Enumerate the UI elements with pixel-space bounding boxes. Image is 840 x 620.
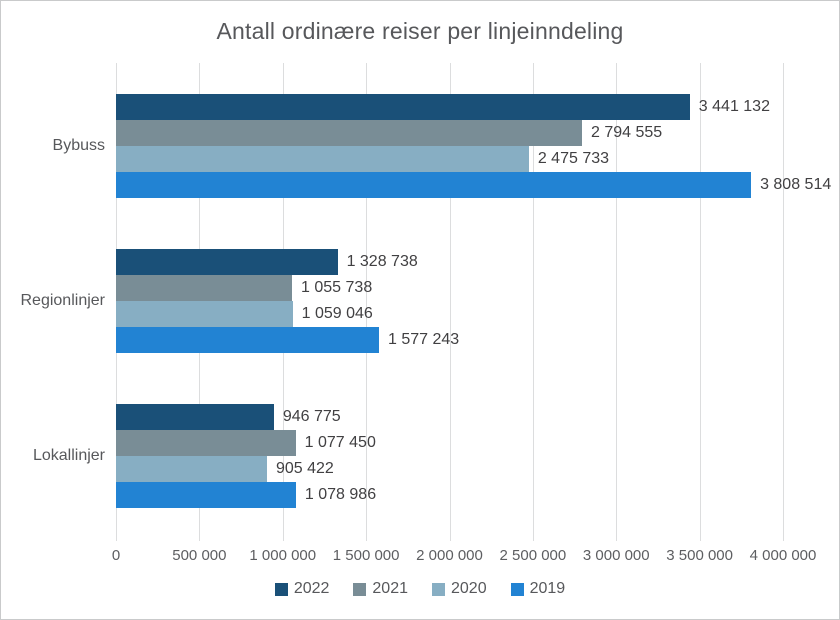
legend-label: 2019 [529, 580, 566, 597]
category-label: Lokallinjer [32, 447, 105, 464]
gridline [366, 63, 368, 541]
bar-2020-lokallinjer [116, 456, 267, 482]
bar-row: 1 577 243 [116, 327, 783, 353]
chart-title: Antall ordinære reiser per linjeinndelin… [216, 18, 624, 44]
plot-area: Bybuss 3 441 132 2 794 555 2 475 733 3 808 5… [21, 63, 831, 541]
bar-row: 1 078 986 [116, 482, 783, 508]
category-label: Bybuss [52, 137, 105, 154]
bar-row: 1 328 738 [116, 249, 783, 275]
bar-row: 2 794 555 [116, 120, 783, 146]
bar-value-label: 2 475 733 [537, 150, 610, 167]
category-label: Regionlinjer [20, 292, 106, 309]
x-tick-label: 3 000 000 [582, 547, 650, 564]
bar-row: 1 059 046 [116, 301, 783, 327]
x-tick-label: 1 500 000 [332, 547, 400, 564]
legend-label: 2021 [372, 580, 408, 597]
bar-row: 1 077 450 [116, 430, 783, 456]
bar-value-label: 905 422 [275, 460, 334, 477]
bar-value-label: 3 441 132 [698, 98, 770, 115]
bar-value-label: 1 328 738 [346, 253, 418, 270]
bar-value-label: 1 577 243 [388, 331, 460, 348]
x-tick-label: 4 000 000 [749, 547, 817, 564]
bar-2022-bybuss [116, 94, 690, 120]
bar-value-label: 1 059 046 [301, 305, 373, 322]
x-tick-label: 3 500 000 [666, 547, 733, 564]
gridline [783, 63, 784, 541]
bar-2020-regionlinjer [116, 301, 293, 327]
gridline [449, 63, 451, 541]
bar-value-label: 946 775 [282, 408, 341, 425]
gridline [616, 63, 618, 541]
bar-row: 946 775 [116, 404, 783, 430]
x-tick-label: 2 500 000 [499, 547, 567, 564]
bar-value-label: 3 808 514 [760, 176, 832, 193]
bar-2022-regionlinjer [116, 249, 338, 275]
bar-2022-lokallinjer [116, 404, 274, 430]
x-tick-label: 500 000 [172, 547, 227, 564]
legend: 2022 2021 2020 2019 [1, 580, 839, 598]
gridline [699, 63, 701, 541]
bar-group-bybuss: Bybuss 3 441 132 2 794 555 2 475 733 3 808 5… [53, 94, 831, 198]
bar-2020-bybuss [116, 146, 529, 172]
bar-value-label: 1 078 986 [304, 486, 377, 503]
legend-swatch-icon [353, 582, 367, 596]
x-tick-label: 0 [111, 547, 121, 564]
bar-row: 905 422 [116, 456, 783, 482]
legend-item-2022: 2022 [274, 580, 330, 598]
legend-item-2019: 2019 [510, 580, 566, 598]
bar-row: 2 475 733 [116, 146, 783, 172]
legend-swatch-icon [274, 582, 288, 596]
x-tick-label: 2 000 000 [416, 547, 483, 564]
x-tick-label: 1 000 000 [249, 547, 317, 564]
legend-swatch-icon [510, 582, 524, 596]
bar-row: 1 055 738 [116, 275, 783, 301]
bar-value-label: 1 077 450 [304, 434, 376, 451]
bar-2019-lokallinjer [116, 482, 296, 508]
legend-label: 2022 [293, 580, 330, 597]
bar-2019-bybuss [116, 172, 752, 198]
bar-2021-regionlinjer [116, 275, 293, 301]
bar-row: 3 441 132 [116, 94, 783, 120]
bar-value-label: 2 794 555 [590, 124, 663, 141]
bar-2021-lokallinjer [116, 430, 296, 456]
bar-value-label: 1 055 738 [301, 279, 373, 296]
bar-group-regionlinjer: Regionlinjer 1 328 738 1 055 738 1 059 046 1… [21, 249, 783, 353]
bar-row: 3 808 514 [116, 172, 831, 198]
bar-2019-regionlinjer [116, 327, 379, 353]
bar-2021-bybuss [116, 120, 582, 146]
x-axis: 0 500 000 1 000 000 1 500 000 2 000 000 2 500… [112, 547, 817, 567]
legend-swatch-icon [432, 582, 445, 596]
legend-item-2021: 2021 [353, 580, 408, 598]
gridline [532, 63, 534, 541]
legend-item-2020: 2020 [432, 580, 487, 598]
bar-group-lokallinjer: Lokallinjer 946 775 1 077 450 905 422 1 078 … [33, 404, 783, 508]
legend-label: 2020 [451, 580, 487, 597]
